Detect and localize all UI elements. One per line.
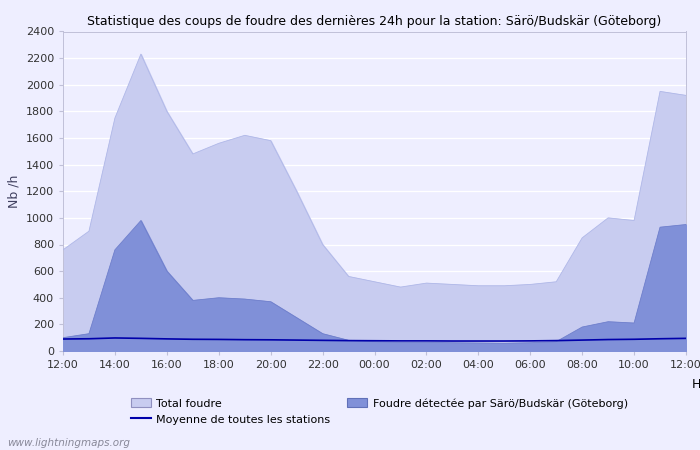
Legend: Total foudre, Moyenne de toutes les stations, Foudre détectée par Särö/Budskär (: Total foudre, Moyenne de toutes les stat… xyxy=(131,398,628,425)
Text: Heure: Heure xyxy=(692,378,700,391)
Text: www.lightningmaps.org: www.lightningmaps.org xyxy=(7,438,130,448)
Title: Statistique des coups de foudre des dernières 24h pour la station: Särö/Budskär : Statistique des coups de foudre des dern… xyxy=(88,14,662,27)
Y-axis label: Nb /h: Nb /h xyxy=(7,175,20,208)
